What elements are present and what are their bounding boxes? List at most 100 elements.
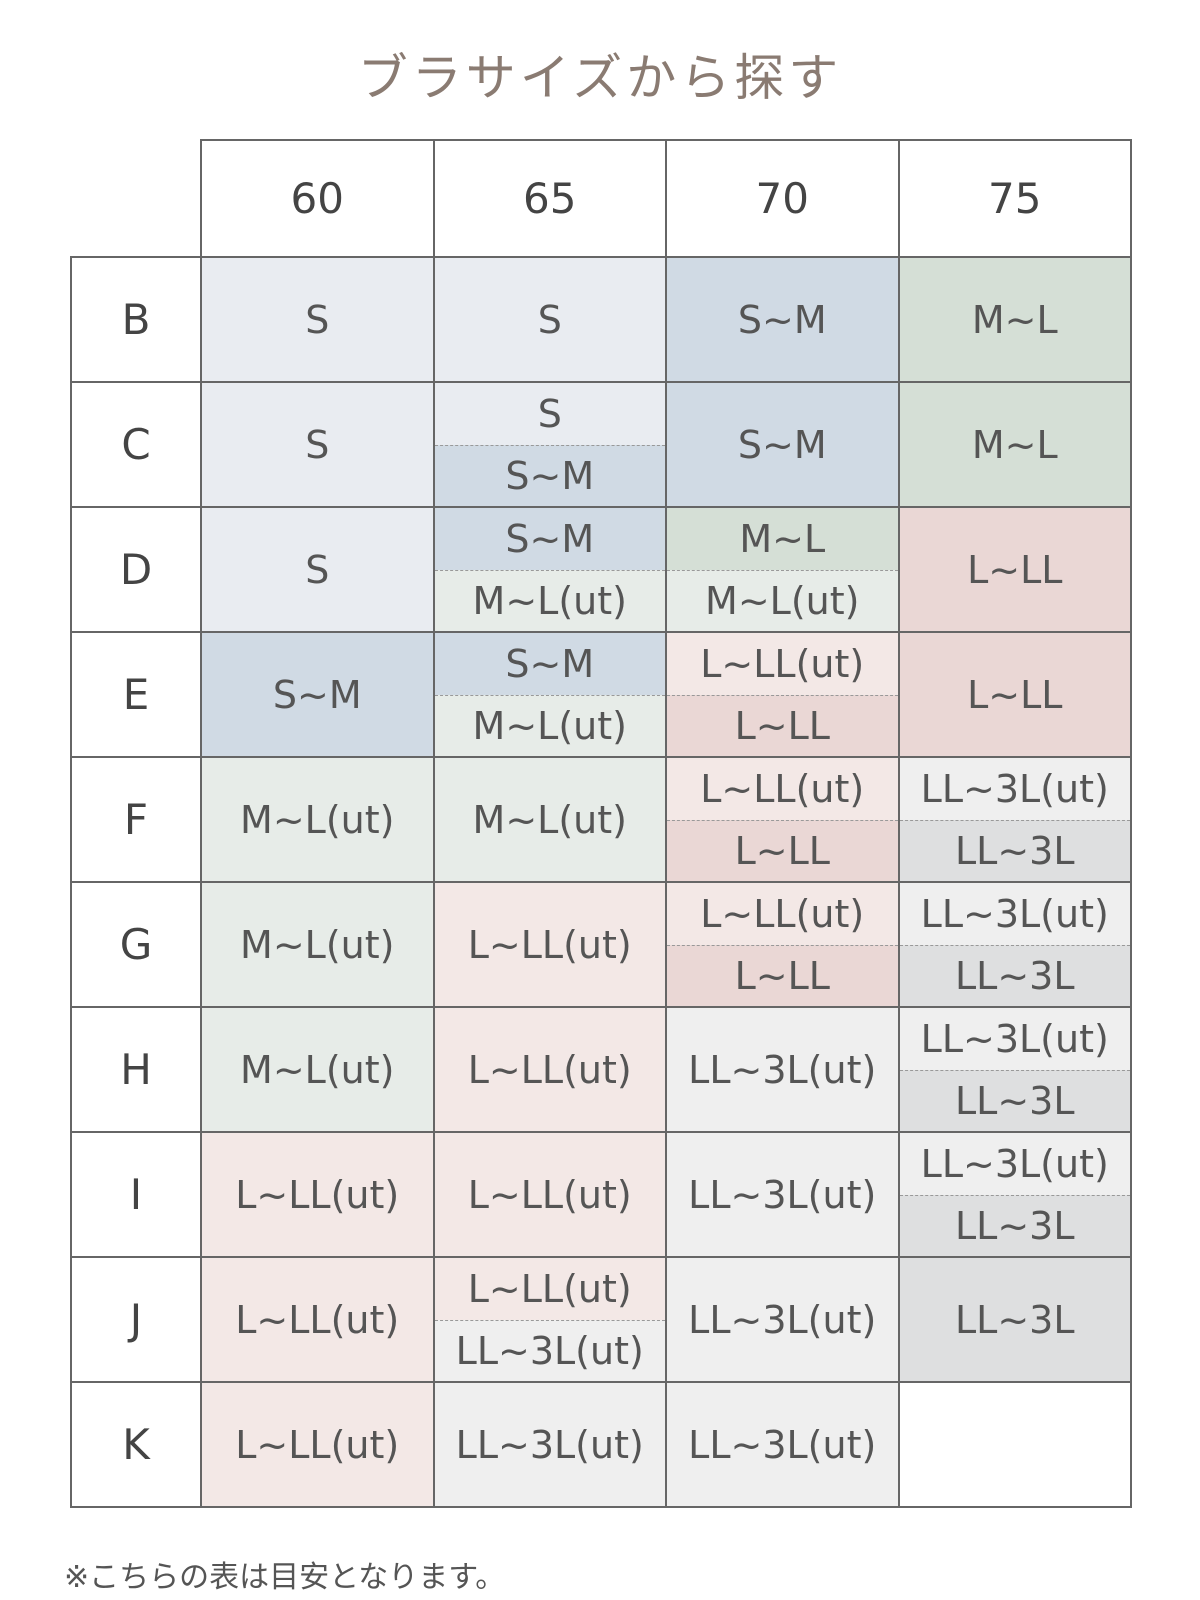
title: ブラサイズから探す <box>357 49 843 107</box>
size-cell: LL~3L <box>897 1256 1132 1383</box>
size-cell: LL~3L(ut) <box>665 1256 900 1383</box>
size-cell: L~LL(ut) <box>200 1256 435 1383</box>
size-label: LL~3L(ut) <box>899 883 1130 945</box>
size-cell: M~L <box>897 256 1132 383</box>
size-cell: M~L <box>897 381 1132 508</box>
size-cell: LL~3L(ut) LL~3L <box>897 1131 1132 1258</box>
size-cell: L~LL(ut) <box>432 1131 667 1258</box>
size-label: LL~3L(ut) <box>667 1258 898 1381</box>
size-cell: L~LL(ut) <box>200 1131 435 1258</box>
size-label: M~L(ut) <box>202 883 433 1006</box>
size-cell: S <box>432 256 667 383</box>
size-cell: LL~3L(ut) <box>665 1006 900 1133</box>
column-header: 70 <box>665 139 900 258</box>
size-cell: S <box>200 506 435 633</box>
row-header: J <box>70 1256 202 1383</box>
size-cell: S~M <box>665 256 900 383</box>
size-cell: LL~3L(ut) LL~3L <box>897 881 1132 1008</box>
row-header: C <box>70 381 202 508</box>
size-cell: LL~3L(ut) LL~3L <box>897 756 1132 883</box>
size-label: L~LL(ut) <box>202 1258 433 1381</box>
size-cell: L~LL(ut) <box>432 1006 667 1133</box>
size-label: S~M <box>434 508 665 570</box>
size-cell: L~LL(ut) <box>432 881 667 1008</box>
size-label: LL~3L(ut) <box>899 1133 1130 1195</box>
column-header: 75 <box>897 139 1132 258</box>
size-cell: S~M M~L(ut) <box>432 506 667 633</box>
size-label: M~L(ut) <box>434 569 665 631</box>
size-label: M~L(ut) <box>202 758 433 881</box>
size-label: L~LL(ut) <box>434 1258 665 1320</box>
size-cell: L~LL(ut) <box>200 1381 435 1508</box>
size-label: L~LL(ut) <box>202 1133 433 1256</box>
size-label: L~LL(ut) <box>667 758 898 820</box>
size-label: L~LL <box>667 694 898 756</box>
size-cell: LL~3L(ut) <box>432 1381 667 1508</box>
size-label: L~LL <box>899 633 1130 756</box>
size-cell: M~L(ut) <box>200 881 435 1008</box>
row-header: K <box>70 1381 202 1508</box>
size-cell: L~LL <box>897 506 1132 633</box>
size-label: L~LL(ut) <box>667 883 898 945</box>
size-label: LL~3L <box>899 819 1130 881</box>
size-cell: S~M M~L(ut) <box>432 631 667 758</box>
size-label: M~L(ut) <box>434 758 665 881</box>
size-cell: S S~M <box>432 381 667 508</box>
size-label: S <box>434 258 665 381</box>
size-label: L~LL(ut) <box>202 1383 433 1506</box>
size-cell: L~LL(ut) LL~3L(ut) <box>432 1256 667 1383</box>
row-header: E <box>70 631 202 758</box>
row-header: G <box>70 881 202 1008</box>
row-header: B <box>70 256 202 383</box>
size-cell: LL~3L(ut) <box>665 1131 900 1258</box>
size-cell: M~L(ut) <box>432 756 667 883</box>
column-header: 65 <box>432 139 667 258</box>
size-label: L~LL(ut) <box>667 633 898 695</box>
size-cell: LL~3L(ut) <box>665 1381 900 1508</box>
size-label: LL~3L <box>899 1069 1130 1131</box>
size-label: LL~3L(ut) <box>899 758 1130 820</box>
size-label: L~LL(ut) <box>434 1008 665 1131</box>
size-label: M~L(ut) <box>434 694 665 756</box>
size-label: L~LL <box>899 508 1130 631</box>
size-cell: L~LL(ut) L~LL <box>665 881 900 1008</box>
row-header: H <box>70 1006 202 1133</box>
size-cell: L~LL(ut) L~LL <box>665 756 900 883</box>
size-label: LL~3L <box>899 1258 1130 1381</box>
size-label: S <box>202 258 433 381</box>
size-label: LL~3L(ut) <box>434 1383 665 1506</box>
size-cell: M~L(ut) <box>200 1006 435 1133</box>
size-label: M~L(ut) <box>202 1008 433 1131</box>
footnote: ※こちらの表は目安となります。 <box>64 1560 506 1595</box>
row-header: I <box>70 1131 202 1258</box>
size-cell: M~L(ut) <box>200 756 435 883</box>
row-header: F <box>70 756 202 883</box>
size-label: M~L <box>899 383 1130 506</box>
size-label: S <box>202 508 433 631</box>
size-label: M~L <box>667 508 898 570</box>
size-label: S <box>202 383 433 506</box>
size-label: M~L <box>899 258 1130 381</box>
size-cell <box>897 1381 1132 1508</box>
size-label: L~LL <box>667 944 898 1006</box>
size-label: L~LL(ut) <box>434 1133 665 1256</box>
size-cell: L~LL <box>897 631 1132 758</box>
size-label: S~M <box>667 258 898 381</box>
size-label: S~M <box>434 444 665 506</box>
size-cell: S <box>200 256 435 383</box>
size-label: LL~3L(ut) <box>667 1133 898 1256</box>
size-label: S~M <box>202 633 433 756</box>
size-cell: S <box>200 381 435 508</box>
size-label: L~LL <box>667 819 898 881</box>
size-label: L~LL(ut) <box>434 883 665 1006</box>
size-cell: LL~3L(ut) LL~3L <box>897 1006 1132 1133</box>
size-label: LL~3L(ut) <box>667 1383 898 1506</box>
size-cell: S~M <box>200 631 435 758</box>
size-label: LL~3L <box>899 1194 1130 1256</box>
size-label: S~M <box>434 633 665 695</box>
row-header: D <box>70 506 202 633</box>
size-label: S~M <box>667 383 898 506</box>
size-label: LL~3L(ut) <box>899 1008 1130 1070</box>
size-label: LL~3L(ut) <box>434 1319 665 1381</box>
